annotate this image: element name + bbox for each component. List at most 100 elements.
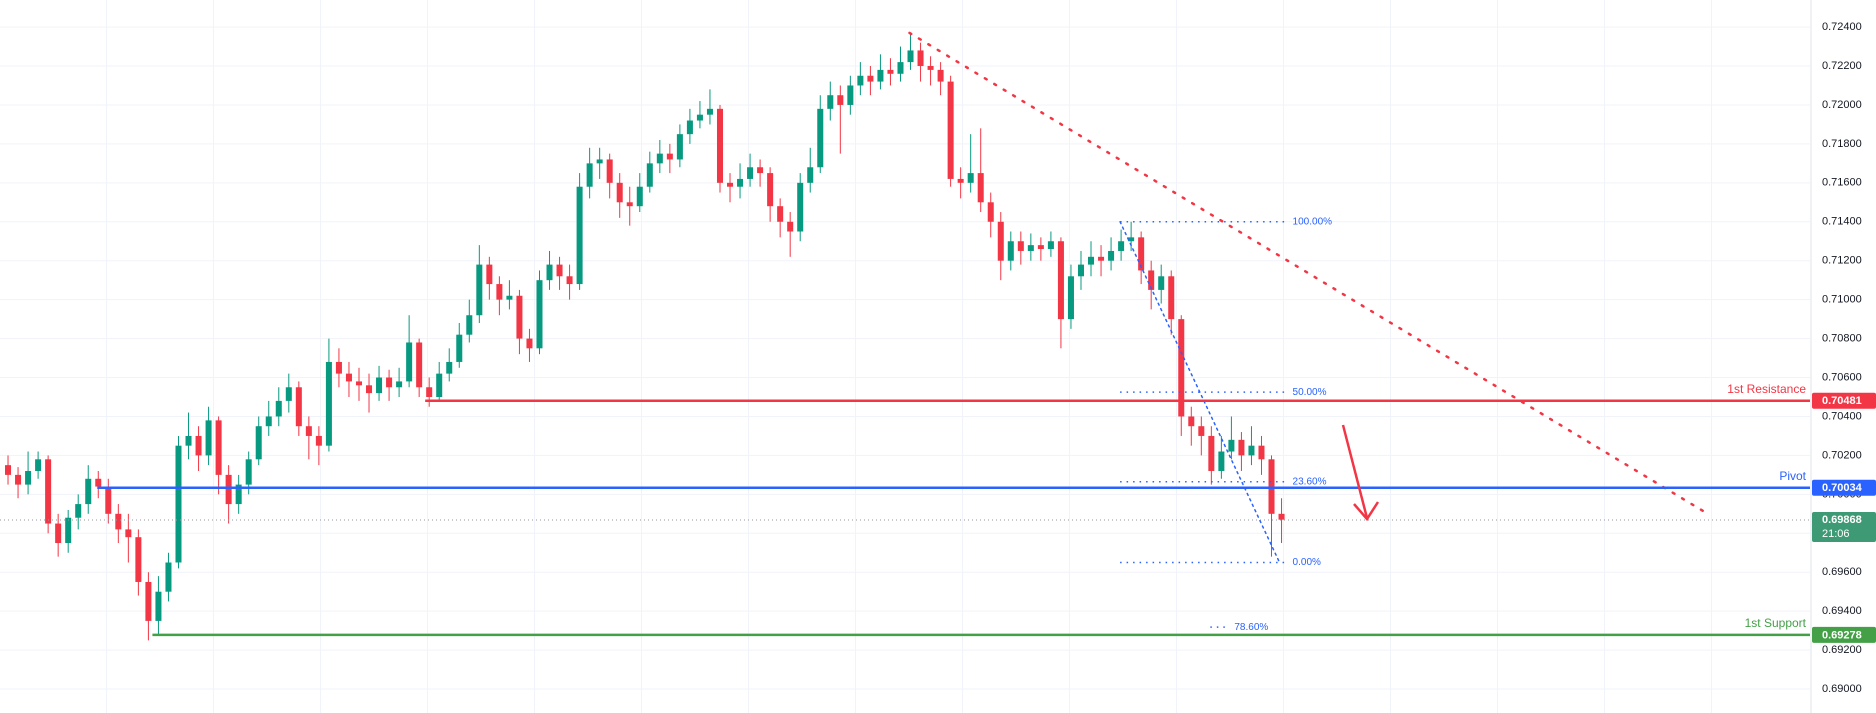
candle-body xyxy=(175,445,182,563)
candle-body xyxy=(1238,439,1245,456)
candle-body xyxy=(466,315,473,335)
y-tick-label: 0.69000 xyxy=(1822,683,1862,695)
candle-body xyxy=(165,562,172,592)
level-name: 1st Support xyxy=(1745,616,1807,630)
candle-body xyxy=(626,202,633,207)
candle-body xyxy=(516,295,523,339)
y-tick-label: 0.70400 xyxy=(1822,410,1862,422)
candle-body xyxy=(476,264,483,316)
candle-body xyxy=(937,69,944,82)
candle-body xyxy=(506,295,513,300)
candle-body xyxy=(45,459,52,524)
candle-body xyxy=(1158,276,1165,290)
candle-body xyxy=(75,504,82,518)
candle-body xyxy=(797,182,804,232)
candle-body xyxy=(5,465,12,475)
candle-body xyxy=(596,159,603,164)
candle-body xyxy=(827,95,834,109)
candle-body xyxy=(837,95,844,105)
candle-body xyxy=(105,486,112,514)
candle-body xyxy=(446,361,453,374)
candle-body xyxy=(857,75,864,86)
candle-body xyxy=(1108,250,1115,261)
candle-body xyxy=(1138,237,1145,271)
candle-body xyxy=(877,69,884,82)
candle-body xyxy=(1208,435,1215,471)
candle-body xyxy=(947,81,954,179)
candle-body xyxy=(1148,270,1155,290)
level-price-box xyxy=(1812,392,1876,409)
candle-body xyxy=(747,167,754,179)
y-tick-label: 0.69400 xyxy=(1822,605,1862,617)
trendline xyxy=(1119,221,1281,564)
level-name: Pivot xyxy=(1779,469,1806,483)
y-tick-label: 0.71600 xyxy=(1822,177,1862,189)
candle-body xyxy=(285,387,292,401)
candle-body xyxy=(65,517,72,544)
candle-body xyxy=(1027,245,1034,251)
candle-body xyxy=(55,523,62,544)
candle-body xyxy=(376,377,383,394)
candle-body xyxy=(566,276,573,285)
candle-body xyxy=(646,163,653,187)
candle-body xyxy=(1198,426,1205,436)
candle-body xyxy=(817,108,824,168)
candle-body xyxy=(335,361,342,374)
candle-body xyxy=(616,182,623,203)
fib-level-label: 100.00% xyxy=(1293,216,1333,227)
candle-body xyxy=(345,373,352,382)
fib-level-label: 50.00% xyxy=(1293,387,1327,398)
candle-body xyxy=(576,186,583,285)
y-tick-label: 0.70800 xyxy=(1822,332,1862,344)
candle-body xyxy=(636,186,643,207)
candle-body xyxy=(185,435,192,446)
candle-body xyxy=(1017,241,1024,251)
level-name: 1st Resistance xyxy=(1727,382,1806,396)
level-price-label: 0.70034 xyxy=(1822,482,1863,494)
candle-body xyxy=(897,62,904,74)
candle-body xyxy=(1098,256,1105,261)
candle-body xyxy=(145,581,152,621)
fib-level-label: 78.60% xyxy=(1234,622,1268,633)
candle-body xyxy=(1278,513,1285,520)
candle-body xyxy=(155,591,162,621)
candle-body xyxy=(546,264,553,281)
candle-body xyxy=(656,153,663,164)
candle-body xyxy=(1047,241,1054,250)
candle-body xyxy=(606,159,613,183)
candle-body xyxy=(115,513,122,530)
candle-body xyxy=(887,69,894,74)
candle-body xyxy=(907,50,914,63)
level-price-box xyxy=(1812,479,1876,496)
candle-body xyxy=(757,167,764,174)
candle-body xyxy=(456,334,463,362)
candle-body xyxy=(686,120,693,135)
y-tick-label: 0.70600 xyxy=(1822,371,1862,383)
candle-body xyxy=(1088,256,1095,265)
candle-body xyxy=(536,280,543,349)
candle-body xyxy=(1228,439,1235,452)
y-tick-label: 0.71200 xyxy=(1822,255,1862,267)
fib-level-label: 23.60% xyxy=(1293,476,1327,487)
y-tick-label: 0.69600 xyxy=(1822,566,1862,578)
candle-body xyxy=(1057,241,1064,320)
candle-body xyxy=(85,478,92,505)
candle-body xyxy=(847,85,854,105)
candle-body xyxy=(716,108,723,183)
candle-body xyxy=(436,373,443,397)
candle-body xyxy=(355,381,362,386)
y-tick-label: 0.72000 xyxy=(1822,99,1862,111)
trendline xyxy=(908,31,1711,517)
candle-body xyxy=(1188,416,1195,427)
candle-body xyxy=(1067,276,1074,320)
countdown-label: 21:06 xyxy=(1822,528,1850,540)
candle-body xyxy=(325,361,332,446)
candle-body xyxy=(215,420,222,475)
candle-body xyxy=(927,66,934,70)
candle-body xyxy=(386,377,393,388)
candle-body xyxy=(125,529,132,538)
candle-body xyxy=(696,114,703,121)
candle-body xyxy=(426,387,433,397)
forecast-arrow xyxy=(1341,424,1380,522)
